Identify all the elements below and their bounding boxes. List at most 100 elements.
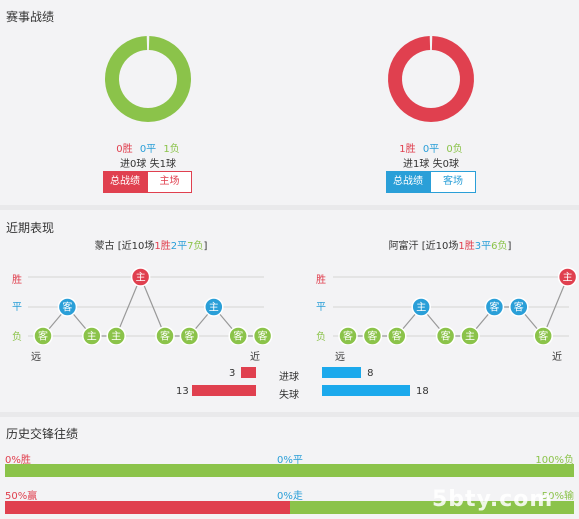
right-level-loss-label: 负	[316, 332, 326, 343]
right-form-point: 客	[338, 326, 358, 345]
right-recent-losses: 6负	[491, 241, 508, 252]
left-draws: 0平	[139, 144, 157, 155]
left-form-venue: 客	[184, 330, 194, 343]
left-losses: 1负	[163, 144, 180, 155]
left-goals-line: 进0球 失1球	[120, 159, 176, 170]
left-recent-suffix: ]	[203, 241, 208, 252]
history-row1-right: 100%负	[535, 455, 574, 466]
left-form-point: 主	[130, 267, 151, 287]
scored-label: 进球	[279, 372, 299, 383]
left-conceded-value: 13	[176, 386, 189, 397]
right-record-donut	[388, 36, 474, 122]
left-form-venue: 主	[136, 272, 146, 284]
right-form-venue: 主	[563, 272, 573, 284]
right-losses: 0负	[446, 144, 463, 155]
left-level-win-label: 胜	[12, 275, 22, 286]
left-team-name: 蒙古	[94, 241, 115, 252]
h2-segment	[289, 501, 574, 514]
history-row1-mid: 0%平	[277, 455, 303, 466]
left-form-point: 客	[57, 297, 78, 317]
left-form-venue: 客	[160, 330, 170, 343]
left-recent-summary: 蒙古 [近10场1胜2平7负]	[36, 237, 266, 252]
right-recent-draws: 3平	[474, 241, 492, 252]
left-form-point: 主	[204, 297, 224, 317]
history-row1-bar	[5, 464, 574, 477]
history-panel: 历史交锋往绩 0%胜 0%平 100%负 50%赢 0%走 50%输 5bty.…	[0, 417, 579, 519]
right-recent-wins: 1胜	[458, 241, 475, 252]
right-form-venue: 客	[489, 301, 499, 314]
left-form-line	[42, 275, 263, 337]
history-row2-mid: 0%走	[277, 491, 303, 502]
right-away-button[interactable]: 客场	[430, 171, 476, 193]
history-row2-right: 50%输	[541, 491, 574, 502]
recent-panel: 近期表现 蒙古 [近10场1胜2平7负] 阿富汗 [近10场1胜3平6负] 胜 …	[0, 210, 579, 412]
left-form-point: 客	[179, 326, 200, 345]
right-form-chart: 客客客主客 主客 客客主	[333, 267, 578, 345]
left-form-chart: 客客主 主主客 客主客客	[28, 267, 273, 345]
right-form-point: 主	[411, 297, 431, 317]
right-form-point: 客	[509, 297, 529, 317]
right-form-venue: 客	[538, 330, 548, 343]
left-donut-loss	[105, 36, 191, 122]
left-level-loss-label: 负	[12, 332, 22, 343]
history-row2-left: 50%赢	[5, 491, 38, 502]
right-near-label: 近	[552, 352, 562, 363]
record-panel: 赛事战绩 0胜 0平 1负 进0球 失1球 总战绩 主场 1胜 0平 0负 进1…	[0, 0, 579, 205]
right-form-point: 客	[484, 297, 505, 317]
right-form-point: 客	[362, 326, 383, 345]
right-recent-summary: 阿富汗 [近10场1胜3平6负]	[325, 237, 575, 252]
right-recent-prefix: [近10场	[421, 241, 459, 252]
right-form-venue: 客	[441, 330, 451, 343]
right-form-venue: 主	[465, 331, 475, 343]
right-level-draw-label: 平	[316, 302, 326, 313]
h2-segment	[5, 501, 290, 514]
left-form-venue: 客	[258, 330, 268, 343]
left-form-venue: 主	[209, 302, 219, 314]
left-recent-wins: 1胜	[154, 241, 171, 252]
right-draws: 0平	[422, 144, 440, 155]
right-goals-line: 进1球 失0球	[403, 159, 459, 170]
right-form-line	[348, 276, 569, 338]
left-form-venue: 主	[111, 331, 121, 343]
right-form-venue: 主	[416, 302, 426, 314]
left-total-record-button[interactable]: 总战绩	[103, 171, 147, 193]
left-scored-bar	[241, 367, 256, 378]
left-form-venue: 客	[233, 330, 243, 343]
section-title-recent: 近期表现	[6, 221, 55, 235]
left-form-point: 主	[82, 326, 102, 345]
conceded-label: 失球	[279, 390, 299, 401]
right-level-win-label: 胜	[316, 275, 326, 286]
left-form-point: 客	[33, 326, 53, 345]
right-form-venue: 客	[392, 330, 402, 343]
right-form-point: 主	[557, 267, 578, 287]
right-far-label: 远	[335, 352, 345, 363]
left-scored-value: 3	[229, 368, 236, 379]
left-form-venue: 客	[62, 301, 72, 314]
left-form-venue: 客	[38, 330, 48, 343]
left-record-donut	[105, 36, 191, 122]
right-conceded-bar	[322, 385, 410, 396]
right-form-point: 客	[387, 326, 407, 345]
right-form-point: 客	[533, 326, 553, 345]
left-form-point: 客	[155, 326, 175, 345]
left-home-button[interactable]: 主场	[147, 171, 192, 193]
right-donut-win	[388, 36, 474, 122]
left-recent-draws: 2平	[170, 241, 188, 252]
left-form-point: 主	[106, 326, 126, 345]
left-wins: 0胜	[116, 144, 133, 155]
left-recent-prefix: [近10场	[117, 241, 155, 252]
right-form-point: 客	[435, 326, 456, 345]
left-form-venue: 主	[87, 331, 97, 343]
right-conceded-value: 18	[416, 386, 429, 397]
right-form-venue: 客	[514, 301, 524, 314]
right-form-point: 主	[460, 326, 480, 345]
right-scored-bar	[322, 367, 362, 378]
left-near-label: 近	[250, 352, 260, 363]
history-row2-bar	[5, 501, 574, 514]
left-conceded-bar	[192, 385, 256, 396]
right-scored-value: 8	[367, 368, 374, 379]
left-level-draw-label: 平	[12, 302, 22, 313]
left-recent-losses: 7负	[187, 241, 204, 252]
left-form-point: 客	[252, 326, 273, 345]
right-total-record-button[interactable]: 总战绩	[386, 171, 430, 193]
